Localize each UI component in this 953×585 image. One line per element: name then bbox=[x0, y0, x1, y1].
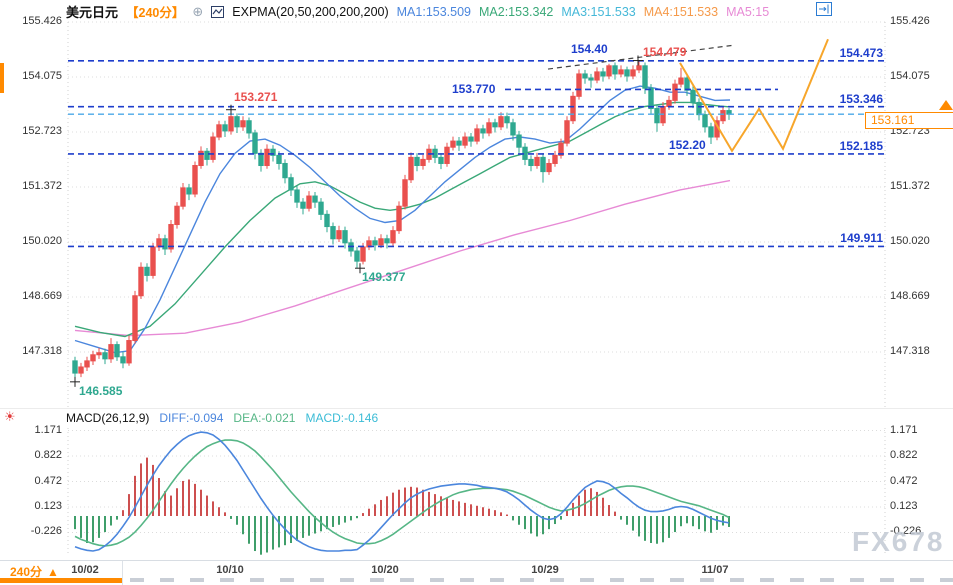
price-axis-label-left: 148.669 bbox=[22, 290, 62, 303]
price-axis-label-left: 154.075 bbox=[22, 69, 62, 82]
level-price-label: 154.473 bbox=[839, 45, 883, 60]
price-annotation: 149.377 bbox=[362, 270, 406, 284]
level-price-label: 152.185 bbox=[839, 138, 883, 153]
price-annotation: 153.271 bbox=[234, 90, 278, 104]
candlesticks[interactable] bbox=[72, 60, 732, 382]
price-axis-label-right: 147.318 bbox=[890, 345, 930, 357]
price-axis-label-right: 148.669 bbox=[890, 290, 930, 303]
price-up-arrow-icon bbox=[939, 100, 953, 110]
price-axis-label-right: 154.075 bbox=[890, 69, 930, 82]
ma3-value: MA3:151.533 bbox=[561, 4, 636, 19]
level-price-label: 153.346 bbox=[839, 91, 883, 106]
price-axis-label-left: 147.318 bbox=[22, 345, 62, 357]
date-axis-label: 10/29 bbox=[531, 564, 559, 576]
level-price-label: 149.911 bbox=[840, 231, 883, 246]
timeframe-tab[interactable]: 240分 ▲ bbox=[10, 563, 59, 580]
price-axis-label-left: 151.372 bbox=[22, 180, 62, 192]
extreme-markers bbox=[70, 55, 643, 387]
ma1-value: MA1:153.509 bbox=[396, 4, 471, 19]
macd-axis-label-left: 1.171 bbox=[34, 423, 62, 436]
price-axis-label-right: 151.372 bbox=[890, 180, 930, 192]
price-annotation: 152.20 bbox=[669, 138, 706, 152]
price-annotation: 154.40 bbox=[571, 42, 608, 56]
pan-right-icon[interactable] bbox=[816, 2, 832, 16]
macd-diff-value: DIFF:-0.094 bbox=[159, 411, 224, 425]
macd-title[interactable]: MACD(26,12,9) bbox=[66, 411, 150, 425]
indicator-chart-icon[interactable] bbox=[211, 5, 225, 18]
level-lines[interactable] bbox=[68, 59, 885, 248]
main-chart-header: 美元日元 【240分】 ⊕ EXPMA(20,50,200,200,200) M… bbox=[66, 2, 769, 21]
macd-axis-label-left: 0.472 bbox=[34, 474, 62, 487]
ema-lines bbox=[74, 85, 731, 354]
macd-axis-label-left: -0.226 bbox=[30, 525, 62, 538]
macd-histogram bbox=[74, 457, 730, 555]
trendline[interactable] bbox=[547, 44, 736, 70]
symbol-name: 美元日元 bbox=[66, 5, 119, 20]
price-axis-label-right: 155.426 bbox=[890, 15, 930, 27]
date-axis-label: 10/10 bbox=[216, 564, 244, 576]
macd-axis-label-left: 0.123 bbox=[34, 500, 62, 513]
macd-axis-label-right: -0.226 bbox=[890, 525, 922, 538]
date-axis-label: 11/07 bbox=[701, 564, 729, 576]
macd-axis-label-right: 0.123 bbox=[890, 500, 918, 513]
date-axis-label: 10/20 bbox=[371, 564, 399, 576]
price-annotation: 154.479 bbox=[643, 45, 687, 59]
circle-plus-icon[interactable]: ⊕ bbox=[192, 3, 204, 19]
macd-header: MACD(26,12,9) DIFF:-0.094 DEA:-0.021 MAC… bbox=[66, 411, 378, 425]
macd-axis-label-right: 0.472 bbox=[890, 474, 918, 487]
period-label[interactable]: 【240分】 bbox=[126, 6, 185, 20]
macd-axis-label-right: 1.171 bbox=[890, 423, 918, 436]
price-axis-label-left: 152.723 bbox=[22, 125, 62, 137]
macd-lines bbox=[74, 431, 730, 552]
timeframe-label: 240分 bbox=[10, 565, 43, 579]
ma2-value: MA2:153.342 bbox=[479, 4, 554, 19]
watermark: FX678 bbox=[852, 526, 945, 557]
macd-axis-label-left: 0.822 bbox=[34, 448, 62, 461]
tab-separator bbox=[122, 561, 123, 585]
price-axis-label-left: 150.020 bbox=[22, 235, 62, 248]
left-scroll-indicator[interactable] bbox=[0, 63, 4, 93]
current-price-tag: 153.161 bbox=[865, 112, 953, 129]
macd-dea-value: DEA:-0.021 bbox=[233, 411, 296, 425]
gridlines bbox=[0, 21, 953, 556]
macd-value: MACD:-0.146 bbox=[305, 411, 379, 425]
active-tab-underline bbox=[0, 578, 122, 583]
date-axis-label: 10/02 bbox=[71, 564, 99, 576]
tab-arrow-icon: ▲ bbox=[47, 564, 59, 579]
ma5-value: MA5:15 bbox=[726, 4, 770, 19]
projection-line[interactable] bbox=[679, 38, 829, 153]
ma4-value: MA4:151.533 bbox=[643, 4, 719, 19]
indicator-settings-icon[interactable]: ☀ bbox=[4, 409, 16, 424]
macd-axis-label-right: 0.822 bbox=[890, 448, 918, 461]
bottom-separator bbox=[0, 560, 953, 561]
price-axis-label-right: 150.020 bbox=[890, 235, 930, 248]
price-annotation: 153.770 bbox=[452, 82, 496, 96]
scrollbar-track[interactable] bbox=[130, 578, 953, 582]
price-annotation: 146.585 bbox=[79, 384, 123, 398]
indicator-name[interactable]: EXPMA(20,50,200,200,200) bbox=[232, 4, 389, 19]
price-axis-label-left: 155.426 bbox=[22, 15, 62, 27]
